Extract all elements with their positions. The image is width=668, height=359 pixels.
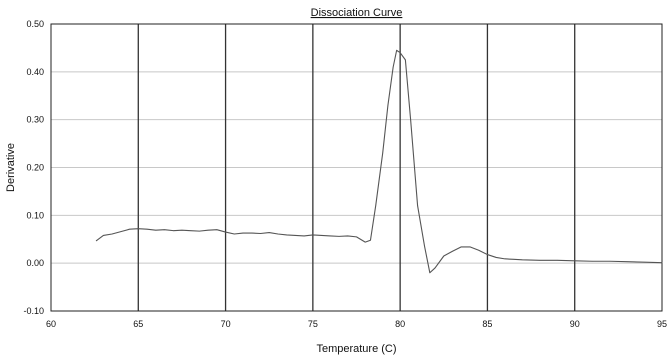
x-tick-label: 85: [482, 319, 492, 329]
curve-data-point: [347, 235, 349, 237]
curve-data-point: [417, 205, 419, 207]
curve-data-point: [338, 236, 340, 238]
x-tick-label: 60: [46, 319, 56, 329]
x-axis-label: Temperature (C): [316, 343, 396, 355]
curve-data-point: [487, 254, 489, 256]
x-tick-label: 70: [221, 319, 231, 329]
dissociation-curve-line: [95, 49, 663, 274]
curve-data-point: [396, 50, 398, 52]
y-tick-label: 0.40: [26, 67, 44, 77]
curve-data-point: [330, 235, 332, 237]
curve-data-point: [251, 232, 253, 234]
x-tick-label: 80: [395, 319, 405, 329]
curve-data-point: [452, 250, 454, 252]
curve-data-point: [172, 230, 174, 232]
x-tick-label: 90: [570, 319, 580, 329]
curve-data-point: [434, 267, 436, 269]
curve-data-point: [513, 259, 515, 261]
curve-data-point: [478, 249, 480, 251]
y-axis-label: Derivative: [5, 143, 17, 192]
curve-data-point: [382, 152, 384, 154]
curve-data-point: [356, 236, 358, 238]
curve-data-point: [155, 229, 157, 231]
curve-data-point: [429, 272, 431, 274]
curve-data-point: [225, 231, 227, 233]
curve-data-point: [242, 232, 244, 234]
x-tick-label: 75: [308, 319, 318, 329]
curve-data-point: [522, 259, 524, 261]
curve-data-point: [539, 259, 541, 261]
curve-data-point: [574, 260, 576, 262]
curve-data-point: [120, 231, 122, 233]
curve-data-point: [268, 232, 270, 234]
curve-data-point: [410, 119, 412, 121]
curve-data-point: [387, 105, 389, 107]
curve-data-point: [216, 229, 218, 231]
curve-data-point: [146, 228, 148, 230]
curve-data-point: [591, 260, 593, 262]
x-tick-label: 95: [657, 319, 667, 329]
curve-data-point: [277, 233, 279, 235]
curve-data-point: [181, 229, 183, 231]
curve-data-point: [137, 228, 139, 230]
curve-data-point: [399, 52, 401, 54]
curve-data-point: [364, 241, 366, 243]
curve-data-point: [129, 228, 131, 230]
curve-data-point: [96, 240, 98, 242]
curve-data-point: [199, 230, 201, 232]
y-tick-label: -0.10: [23, 306, 44, 316]
curve-data-point: [312, 234, 314, 236]
curve-data-point: [405, 59, 407, 61]
plot-frame: [50, 23, 663, 312]
curve-data-point: [103, 235, 105, 237]
y-tick-label: 0.10: [26, 210, 44, 220]
curve-data-point: [321, 235, 323, 237]
y-tick-label: 0.00: [26, 258, 44, 268]
y-tick-label: 0.50: [26, 19, 44, 29]
curve-data-point: [469, 246, 471, 248]
curve-data-point: [443, 255, 445, 257]
curve-data-point: [370, 239, 372, 241]
chart-layer: -0.10 0.00 0.10 0.20 0.30 0.40 0.50 60 65 70 75 80 8…: [5, 7, 667, 355]
curve-data-point: [111, 233, 113, 235]
curve-data-point: [460, 246, 462, 248]
curve-data-point: [504, 258, 506, 260]
curve-data-point: [190, 230, 192, 232]
curve-data-point: [556, 259, 558, 261]
curve-data-point: [495, 257, 497, 259]
curve-data-point: [375, 205, 377, 207]
curve-data-point: [295, 235, 297, 237]
curve-data-point: [207, 229, 209, 231]
curve-data-point: [661, 262, 663, 264]
y-tick-label: 0.30: [26, 115, 44, 125]
curve-data-point: [424, 246, 426, 248]
y-tick-label: 0.20: [26, 163, 44, 173]
curve-data-point: [234, 233, 236, 235]
curve-data-point: [164, 229, 166, 231]
curve-data-point: [644, 261, 646, 263]
curve-data-point: [392, 66, 394, 68]
curve-data-point: [303, 235, 305, 237]
x-tick-label: 65: [133, 319, 143, 329]
curve-data-point: [286, 234, 288, 236]
curve-data-point: [626, 261, 628, 263]
chart-title: Dissociation Curve: [311, 7, 403, 19]
curve-data-point: [609, 260, 611, 262]
curve-data-point: [260, 233, 262, 235]
